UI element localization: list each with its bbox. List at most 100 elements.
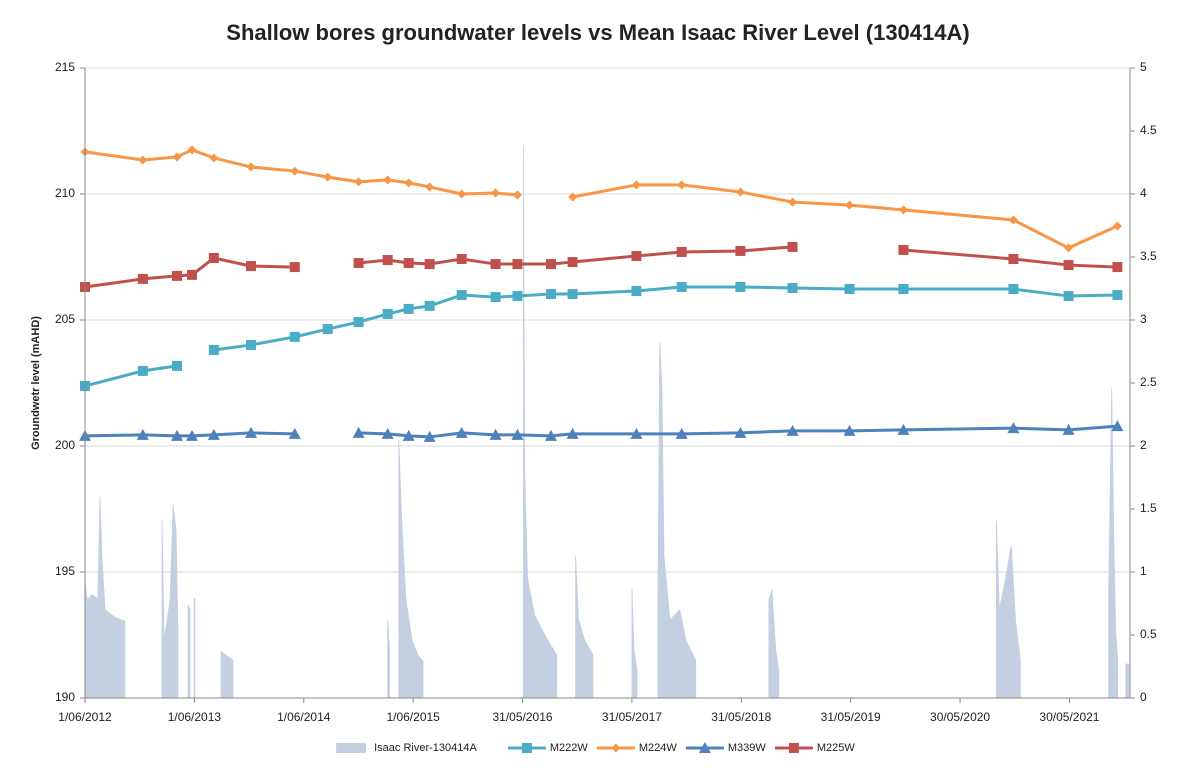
marker — [1008, 284, 1019, 295]
marker — [734, 426, 747, 438]
marker — [631, 180, 641, 190]
marker — [1112, 262, 1123, 273]
y2-tick-label: 4.5 — [1140, 123, 1157, 137]
marker — [787, 282, 798, 293]
marker — [289, 331, 300, 342]
marker — [208, 344, 219, 355]
marker — [246, 261, 257, 272]
legend-label: M224W — [639, 742, 678, 754]
marker — [898, 244, 909, 255]
marker — [185, 429, 198, 441]
marker — [425, 182, 435, 192]
y-axis-label: Groundwetr level (mAHD) — [30, 316, 42, 450]
river-area — [84, 144, 1130, 699]
marker — [1112, 221, 1122, 231]
marker — [424, 300, 435, 311]
series-line — [84, 285, 1118, 388]
marker — [171, 429, 184, 441]
x-tick-label: 1/06/2014 — [277, 710, 331, 724]
marker — [402, 429, 415, 441]
marker — [788, 743, 799, 753]
marker — [354, 177, 364, 187]
marker — [698, 742, 711, 753]
series-line — [84, 148, 1119, 250]
marker — [207, 428, 220, 440]
y2-tick-label: 0 — [1140, 690, 1147, 704]
marker — [209, 153, 219, 163]
legend-label: M225W — [817, 742, 856, 754]
marker — [136, 428, 149, 440]
marker — [208, 253, 219, 264]
marker — [676, 246, 687, 257]
marker — [898, 284, 909, 295]
marker — [1008, 254, 1019, 265]
x-tick-label: 1/06/2012 — [58, 710, 112, 724]
marker — [404, 178, 414, 188]
y2-tick-label: 5 — [1140, 60, 1147, 74]
marker — [455, 426, 468, 438]
marker — [735, 281, 746, 292]
marker — [383, 175, 393, 185]
marker — [1112, 290, 1123, 301]
marker — [1063, 291, 1074, 302]
marker — [1007, 422, 1020, 434]
marker — [844, 284, 855, 295]
marker — [843, 424, 856, 436]
y2-tick-label: 4 — [1140, 186, 1147, 200]
marker — [288, 427, 301, 439]
marker — [735, 245, 746, 256]
marker — [611, 743, 621, 753]
marker — [456, 290, 467, 301]
marker — [677, 180, 687, 190]
marker — [382, 255, 393, 266]
x-tick-label: 1/06/2015 — [386, 710, 440, 724]
legend-label: Isaac River-130414A — [374, 742, 477, 754]
marker — [546, 259, 557, 270]
marker — [512, 190, 522, 200]
marker — [403, 258, 414, 269]
y-tick-label: 195 — [55, 564, 75, 578]
marker — [512, 291, 523, 302]
marker — [290, 166, 300, 176]
y2-tick-label: 2.5 — [1140, 375, 1157, 389]
marker — [631, 250, 642, 261]
x-tick-label: 31/05/2019 — [821, 710, 881, 724]
marker — [186, 269, 197, 280]
marker — [246, 339, 257, 350]
legend-label: M339W — [728, 742, 767, 754]
y2-tick-label: 1 — [1140, 564, 1147, 578]
marker — [546, 289, 557, 300]
marker — [172, 360, 183, 371]
marker — [787, 241, 798, 252]
marker — [137, 273, 148, 284]
marker — [489, 428, 502, 440]
y2-tick-label: 2 — [1140, 438, 1147, 452]
marker — [511, 428, 524, 440]
x-tick-label: 30/05/2021 — [1039, 710, 1099, 724]
marker — [323, 172, 333, 182]
chart-title: Shallow bores groundwater levels vs Mean… — [226, 20, 969, 45]
marker — [567, 257, 578, 268]
marker — [1064, 243, 1074, 253]
x-tick-label: 31/05/2017 — [602, 710, 662, 724]
x-tick-label: 1/06/2013 — [168, 710, 222, 724]
marker — [353, 258, 364, 269]
marker — [566, 427, 579, 439]
marker — [457, 189, 467, 199]
marker — [567, 289, 578, 300]
legend-swatch — [336, 743, 367, 753]
marker — [568, 192, 578, 202]
x-tick-label: 30/05/2020 — [930, 710, 990, 724]
y2-tick-label: 0.5 — [1140, 627, 1157, 641]
series-line — [84, 424, 1118, 439]
x-tick-label: 31/05/2018 — [711, 710, 771, 724]
marker — [456, 254, 467, 265]
marker — [490, 292, 501, 303]
marker — [521, 743, 532, 753]
marker — [382, 308, 393, 319]
marker — [289, 262, 300, 273]
marker — [631, 286, 642, 297]
marker — [1008, 215, 1018, 225]
marker — [512, 259, 523, 270]
